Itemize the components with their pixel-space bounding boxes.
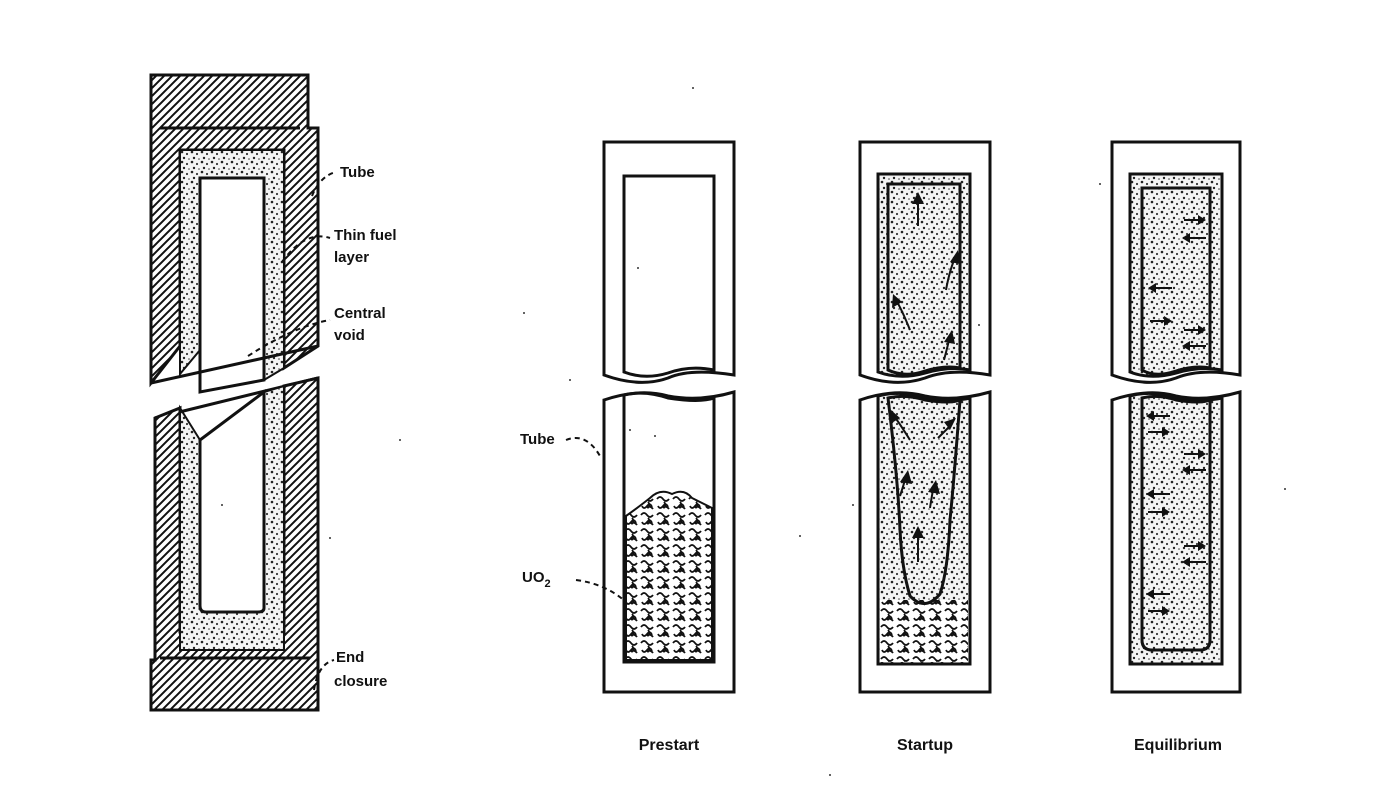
top-section <box>149 73 320 394</box>
stage-prestart: Tube UO2 Prestart <box>520 140 736 754</box>
equilibrium-bottom-tube <box>1110 390 1242 694</box>
prestart-bottom-tube <box>602 389 736 694</box>
label-end-2: closure <box>334 673 387 690</box>
bottom-central-void <box>198 389 266 614</box>
top-central-void <box>198 176 266 394</box>
equilibrium-top-arrows <box>1148 215 1206 351</box>
tube-leader <box>311 171 337 197</box>
void-leader <box>247 319 331 357</box>
stage-startup: Startup <box>858 140 992 754</box>
equilibrium-bottom-arrows <box>1146 411 1206 616</box>
label-central-2: void <box>334 327 365 344</box>
stage-equilibrium: Equilibrium <box>1110 140 1242 754</box>
prestart-top-tube <box>602 140 736 384</box>
top-break-line <box>150 344 319 385</box>
label-uo2: UO2 <box>522 569 551 590</box>
uo2-powder <box>625 490 713 661</box>
label-central-1: Central <box>334 305 386 322</box>
stage-label-prestart: Prestart <box>639 737 700 754</box>
startup-bottom-arrows <box>890 410 956 562</box>
label-thin-fuel-1: Thin fuel <box>334 227 397 244</box>
stage-label-equilibrium: Equilibrium <box>1134 737 1222 754</box>
startup-bottom-tube <box>858 390 992 694</box>
label-thin-fuel-2: layer <box>334 249 369 266</box>
label-tube: Tube <box>340 164 375 181</box>
label-end-1: End <box>336 649 364 666</box>
label-tube-left: Tube <box>520 431 555 448</box>
startup-top-tube <box>858 140 992 384</box>
tube-left-leader <box>565 437 601 457</box>
equilibrium-top-tube <box>1110 140 1242 384</box>
fuel-element-cross-section: Tube Thin fuel layer Central void End cl… <box>149 73 397 712</box>
bottom-section <box>149 376 320 712</box>
startup-top-arrows <box>892 192 960 361</box>
uo2-leader <box>575 579 627 603</box>
stage-label-startup: Startup <box>897 737 953 754</box>
scan-specks <box>221 87 1286 776</box>
end-closure-leader <box>313 659 335 691</box>
